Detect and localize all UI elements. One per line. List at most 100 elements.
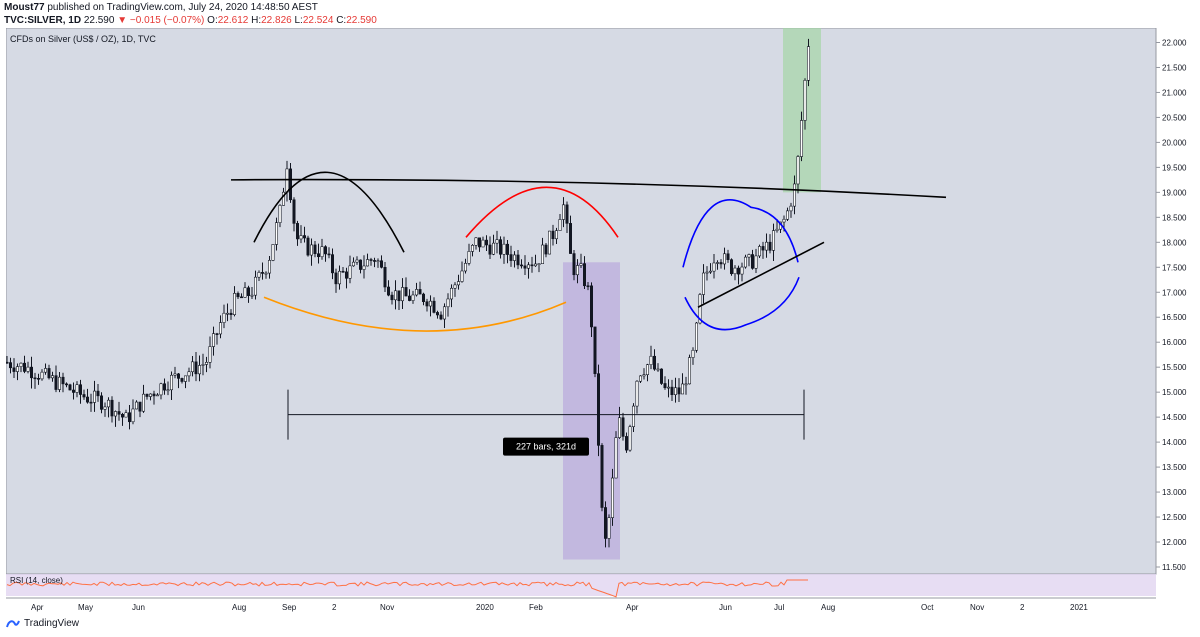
candle-body xyxy=(775,228,779,231)
candle-body xyxy=(292,199,296,224)
candle-body xyxy=(271,244,275,261)
ohlc-value: 22.590 xyxy=(346,15,377,26)
y-tick-label: 12.000 xyxy=(1162,538,1187,547)
red-arc xyxy=(465,186,619,238)
x-tick-label: Jun xyxy=(132,603,145,612)
candle-body xyxy=(274,222,278,245)
ohlc-key: L: xyxy=(294,15,303,26)
candle-body xyxy=(407,295,411,301)
candle-body xyxy=(645,364,649,375)
change-value: −0.015 (−0.07%) xyxy=(129,15,205,26)
candle-body xyxy=(285,168,289,193)
candle-body xyxy=(12,367,16,372)
measure-label: 227 bars, 321d xyxy=(516,442,576,452)
candle-body xyxy=(138,401,142,412)
candle-body xyxy=(705,271,709,274)
candle-body xyxy=(261,272,265,274)
candle-body xyxy=(453,284,457,289)
candle-body xyxy=(320,246,324,258)
candle-body xyxy=(502,243,506,255)
rsi-line xyxy=(6,579,808,598)
candle-body xyxy=(40,371,44,380)
candle-body xyxy=(299,235,303,240)
x-tick-label: Aug xyxy=(232,603,246,612)
x-tick-label: 2020 xyxy=(476,603,494,612)
footer-brand[interactable]: TradingView xyxy=(6,618,79,629)
y-tick-label: 22.000 xyxy=(1162,38,1187,47)
candle-body xyxy=(57,376,61,390)
candle-body xyxy=(341,270,345,273)
candle-body xyxy=(796,156,800,185)
candle-body xyxy=(561,204,565,220)
candle-body xyxy=(72,389,76,393)
candle-body xyxy=(334,272,338,285)
candle-body xyxy=(764,241,768,251)
candle-body xyxy=(544,244,548,255)
candle-body xyxy=(295,223,299,240)
tradingview-logo-icon xyxy=(6,620,20,628)
candle-body xyxy=(337,270,341,285)
candle-body xyxy=(771,230,775,251)
candle-body xyxy=(264,272,268,275)
chart-svg[interactable]: 227 bars, 321d 22.000 21.500 21.000 20.500 2… xyxy=(5,27,1198,614)
candle-body xyxy=(278,205,282,223)
candle-body xyxy=(652,355,656,370)
brand-name: TradingView xyxy=(24,618,80,629)
candle-body xyxy=(432,300,436,313)
x-tick-label: Apr xyxy=(626,603,639,612)
candle-body xyxy=(383,266,387,288)
candle-body xyxy=(93,390,97,403)
x-tick-label: Nov xyxy=(380,603,394,612)
candle-body xyxy=(302,235,306,239)
ohlc-value: 22.826 xyxy=(261,15,292,26)
candle-body xyxy=(792,183,796,207)
candle-body xyxy=(610,477,614,518)
ohlc-value: 22.612 xyxy=(217,15,249,26)
candle-body xyxy=(5,361,9,364)
candle-body xyxy=(624,436,628,451)
candle-body xyxy=(491,242,495,255)
symbol-line: TVC:SILVER, 1D 22.590 ▼ −0.015 (−0.07%) … xyxy=(4,15,377,26)
down-triangle-icon: ▼ xyxy=(117,15,128,26)
candle-body xyxy=(131,408,135,423)
y-tick-label: 16.500 xyxy=(1162,313,1187,322)
candle-body xyxy=(782,218,786,223)
ohlc-value: 22.524 xyxy=(302,15,334,26)
author-name[interactable]: Moust77 xyxy=(4,2,45,13)
candle-body xyxy=(449,287,453,300)
candle-body xyxy=(64,383,68,386)
candle-body xyxy=(135,401,139,410)
candle-body xyxy=(533,263,537,267)
candle-body xyxy=(145,393,149,397)
candle-body xyxy=(460,270,464,282)
candle-body xyxy=(288,168,292,201)
candle-body xyxy=(596,373,600,446)
candle-body xyxy=(103,406,107,410)
y-tick-label: 18.000 xyxy=(1162,238,1187,247)
x-tick-label: Nov xyxy=(970,603,984,612)
candle-body xyxy=(323,246,327,255)
symbol-name: TVC:SILVER, 1D xyxy=(4,15,82,26)
candle-body xyxy=(743,256,747,268)
candle-body xyxy=(754,255,758,269)
candle-body xyxy=(733,267,737,275)
candle-body xyxy=(166,389,170,392)
x-tick-label: Jul xyxy=(774,603,784,612)
chart-frame[interactable]: 227 bars, 321d 22.000 21.500 21.000 20.500 2… xyxy=(5,27,1198,614)
candle-body xyxy=(180,378,184,382)
candle-body xyxy=(330,254,334,274)
candle-body xyxy=(694,322,698,351)
candle-body xyxy=(184,375,188,382)
candle-body xyxy=(240,296,244,299)
candle-body xyxy=(159,383,163,396)
candle-body xyxy=(75,384,79,393)
candle-body xyxy=(376,260,380,263)
ohlc-values: O:22.612 H:22.826 L:22.524 C:22.590 xyxy=(207,15,377,26)
candle-body xyxy=(484,239,488,246)
candle-body xyxy=(789,205,793,212)
candle-body xyxy=(607,517,611,539)
x-tick-label: Jun xyxy=(719,603,732,612)
x-tick-label: Sep xyxy=(282,603,297,612)
candle-body xyxy=(96,390,100,397)
candle-body xyxy=(61,376,65,385)
